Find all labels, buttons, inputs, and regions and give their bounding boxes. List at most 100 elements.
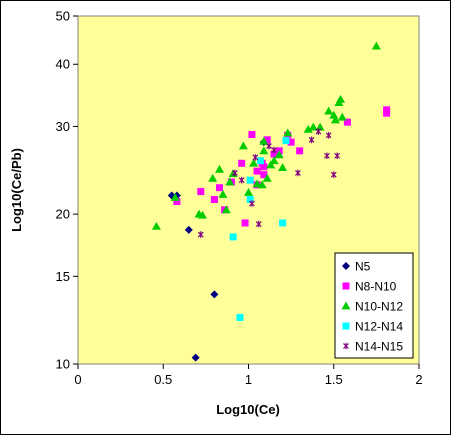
data-point — [231, 169, 238, 177]
data-point — [173, 198, 181, 206]
legend: N5 N8-N10 N10-N12 N12-N14 N14-N15 — [334, 252, 414, 359]
data-point — [383, 106, 391, 114]
data-point — [241, 219, 249, 227]
data-point — [263, 136, 271, 144]
data-point — [246, 176, 254, 184]
data-point — [210, 290, 219, 299]
data-point — [151, 221, 161, 230]
data-point — [229, 233, 237, 241]
data-point — [295, 169, 301, 177]
data-point — [210, 195, 218, 203]
data-point — [216, 184, 224, 192]
y-tick-label: 10 — [56, 357, 70, 372]
data-point — [262, 173, 272, 182]
data-point — [266, 160, 276, 169]
legend-label: N10-N12 — [355, 300, 403, 314]
series-n5 — [167, 138, 268, 362]
data-point — [244, 188, 253, 196]
data-point — [246, 195, 254, 203]
data-point — [191, 353, 200, 362]
legend-label: N14-N15 — [355, 340, 403, 354]
y-tick-label: 30 — [56, 119, 70, 134]
y-tick-label: 15 — [56, 269, 70, 284]
data-point — [271, 146, 277, 154]
data-point — [334, 152, 341, 160]
x-tick-label: 1 — [245, 372, 252, 387]
data-point — [325, 131, 332, 139]
data-point — [252, 154, 259, 161]
data-point — [257, 180, 267, 189]
data-point — [248, 200, 255, 207]
data-point — [279, 219, 287, 227]
legend-label: N12-N14 — [355, 320, 403, 334]
data-point — [296, 147, 304, 155]
data-point — [249, 158, 259, 167]
x-axis-title: Log10(Ce) — [216, 402, 280, 417]
data-point — [278, 163, 288, 171]
data-point — [238, 141, 248, 150]
data-point — [259, 136, 269, 145]
data-point — [269, 156, 279, 165]
data-point — [225, 177, 235, 186]
data-point — [256, 157, 264, 165]
legend-marker — [342, 282, 350, 290]
data-point — [266, 142, 272, 150]
data-point — [337, 112, 347, 121]
y-axis-title: Log10(Ce/Pb) — [9, 148, 24, 232]
x-tick-label: 0 — [74, 372, 81, 387]
series-n12-n14 — [229, 137, 290, 321]
data-point — [274, 150, 284, 159]
y-tick-label: 50 — [56, 9, 70, 24]
data-point — [208, 173, 218, 182]
legend-label: N8-N10 — [355, 280, 397, 294]
legend-label: N5 — [355, 260, 371, 274]
data-point — [330, 171, 337, 179]
data-point — [324, 106, 334, 115]
legend-marker — [341, 301, 351, 310]
data-point — [283, 128, 293, 137]
data-points — [151, 41, 391, 362]
data-point — [336, 94, 346, 103]
x-tick-label: 2 — [415, 372, 422, 387]
data-point — [308, 122, 318, 131]
data-point — [303, 124, 313, 133]
x-tick-label: 1.5 — [325, 372, 343, 387]
axis-ticks: 0 0.5 1 1.5 2 10 15 20 30 40 50 — [56, 9, 423, 388]
series-n10-n12 — [151, 41, 381, 230]
data-point — [371, 41, 381, 50]
data-point — [255, 220, 262, 228]
y-tick-label: 20 — [56, 207, 70, 222]
data-point — [259, 146, 269, 155]
data-point — [253, 167, 261, 175]
legend-marker — [343, 342, 349, 350]
data-point — [197, 210, 207, 219]
data-point — [238, 159, 246, 167]
data-point — [330, 115, 340, 124]
data-point — [218, 190, 228, 198]
data-point — [248, 131, 256, 139]
data-point — [287, 138, 295, 146]
data-point — [238, 176, 245, 184]
data-point — [324, 152, 330, 160]
series-n14-n15 — [197, 128, 341, 238]
legend-marker — [342, 262, 350, 270]
data-point — [315, 128, 322, 135]
legend-marker — [342, 322, 350, 330]
data-point — [197, 231, 204, 238]
data-point — [260, 163, 268, 171]
data-point — [270, 150, 278, 158]
data-point — [260, 171, 268, 179]
y-tick-label: 40 — [56, 57, 70, 72]
data-point — [308, 136, 315, 144]
data-point — [197, 188, 205, 196]
x-tick-label: 0.5 — [154, 372, 172, 387]
data-point — [170, 192, 180, 201]
data-point — [343, 118, 351, 126]
data-point — [221, 205, 231, 214]
data-point — [252, 179, 262, 188]
data-point — [184, 225, 193, 234]
data-point — [282, 137, 290, 145]
data-point — [236, 313, 244, 321]
